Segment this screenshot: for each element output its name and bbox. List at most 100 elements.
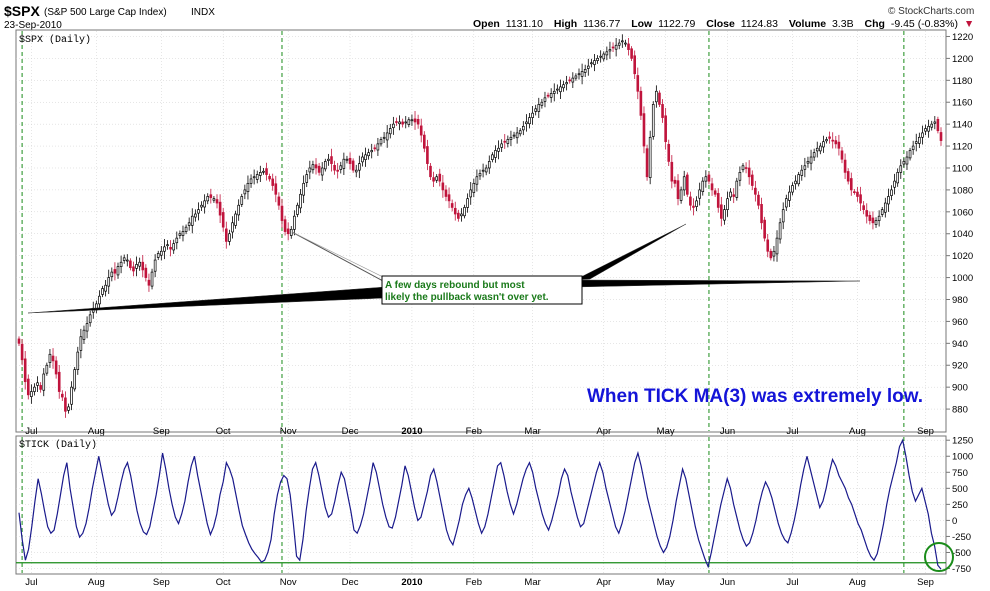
exchange-label: INDX	[191, 7, 215, 18]
candle-body	[144, 267, 148, 278]
month-label-bottom: Mar	[524, 577, 540, 588]
candle-body	[181, 231, 185, 236]
candle-body	[224, 228, 228, 242]
candle-body	[518, 130, 522, 135]
candle-body	[240, 196, 244, 205]
candle-body	[602, 53, 606, 60]
price-gridlines	[16, 31, 946, 431]
candle-body	[840, 150, 844, 160]
candle-body	[880, 209, 884, 215]
candle-body	[398, 121, 401, 125]
candle-body	[515, 132, 519, 139]
candle-body	[809, 156, 813, 164]
candle-body	[113, 269, 117, 274]
tick-tick-label: 1000	[952, 452, 973, 463]
month-label-bottom: Feb	[466, 577, 482, 588]
candle-body	[156, 253, 160, 258]
candle-body	[57, 371, 61, 392]
month-label-bottom: Jun	[720, 577, 735, 588]
candle-body	[432, 177, 435, 182]
candle-body	[868, 214, 872, 221]
candle-body	[800, 169, 804, 176]
month-label-top: Aug	[88, 426, 105, 437]
candle-body	[546, 94, 550, 97]
candle-body	[871, 217, 875, 224]
candle-body	[556, 88, 559, 91]
month-label-top: Jul	[786, 426, 798, 437]
price-panel: 880 900 920 940 960 980 1000 1020 1040 1060 1080 11…	[15, 29, 973, 433]
candle-body	[67, 406, 70, 411]
candle-body	[902, 161, 906, 165]
candle-body	[435, 176, 438, 181]
candle-body	[859, 194, 862, 204]
candle-body	[583, 69, 587, 73]
candle-body	[221, 212, 225, 228]
candle-body	[358, 163, 361, 171]
candle-body	[107, 277, 111, 287]
candle-body	[543, 97, 547, 102]
candle-body	[395, 121, 398, 123]
tick-gridlines	[16, 437, 946, 573]
candle-body	[778, 222, 782, 240]
tick-tick-label: 750	[952, 468, 968, 479]
tick-axis-ticks: -750 -500 -250 0 250 500 750 1000 1250	[946, 436, 973, 575]
candle-body	[651, 104, 655, 137]
candle-body	[17, 338, 21, 344]
candle-body	[150, 271, 154, 287]
candle-body	[593, 60, 596, 65]
tick-tick-label: 1250	[952, 436, 973, 447]
candle-body	[39, 385, 42, 390]
candle-body	[453, 207, 457, 215]
candle-body	[351, 160, 355, 171]
candle-body	[70, 386, 73, 405]
month-label-bottom: Aug	[849, 577, 866, 588]
brand-label[interactable]: © StockCharts.com	[888, 6, 974, 17]
price-tick-label: 1100	[952, 163, 972, 174]
candle-body	[704, 176, 708, 182]
candle-body	[172, 243, 176, 251]
month-label-top: Nov	[280, 426, 297, 437]
candle-body	[82, 329, 86, 340]
candle-body	[676, 180, 680, 200]
candle-body	[772, 250, 776, 257]
candle-body	[645, 148, 649, 178]
candle-body	[110, 271, 114, 278]
candle-body	[611, 46, 615, 49]
candle-body	[194, 213, 197, 218]
price-tick-label: 1160	[952, 98, 972, 109]
candle-body	[726, 198, 729, 210]
candle-body	[274, 183, 278, 195]
candle-body	[54, 360, 58, 375]
candle-body	[682, 176, 686, 191]
price-tick-label: 940	[952, 339, 968, 350]
candle-body	[249, 178, 253, 184]
candle-body	[385, 132, 389, 141]
candle-body	[447, 194, 451, 202]
candle-body	[370, 150, 374, 153]
candle-body	[339, 165, 343, 170]
candle-body	[497, 147, 500, 152]
candle-body	[525, 121, 528, 125]
candle-body	[277, 196, 281, 206]
candle-body	[853, 191, 856, 194]
high-value: 1136.77	[583, 18, 620, 30]
candle-body	[466, 198, 469, 208]
candle-body	[166, 244, 169, 247]
price-tick-label: 1120	[952, 142, 972, 153]
candle-body	[571, 77, 575, 83]
candle-body	[689, 196, 692, 206]
candle-body	[549, 93, 553, 98]
candle-body	[781, 209, 785, 223]
candle-body	[122, 257, 126, 261]
candle-body	[775, 237, 779, 255]
candle-body	[463, 207, 466, 217]
candle-body	[822, 141, 825, 148]
candle-body	[729, 191, 732, 198]
candle-body	[633, 55, 637, 75]
candle-body	[246, 182, 250, 193]
candle-body	[317, 165, 321, 173]
candle-body	[849, 178, 853, 191]
chart-date: 23-Sep-2010	[4, 20, 62, 31]
month-label-bottom: Aug	[88, 577, 105, 588]
candle-body	[670, 161, 674, 182]
